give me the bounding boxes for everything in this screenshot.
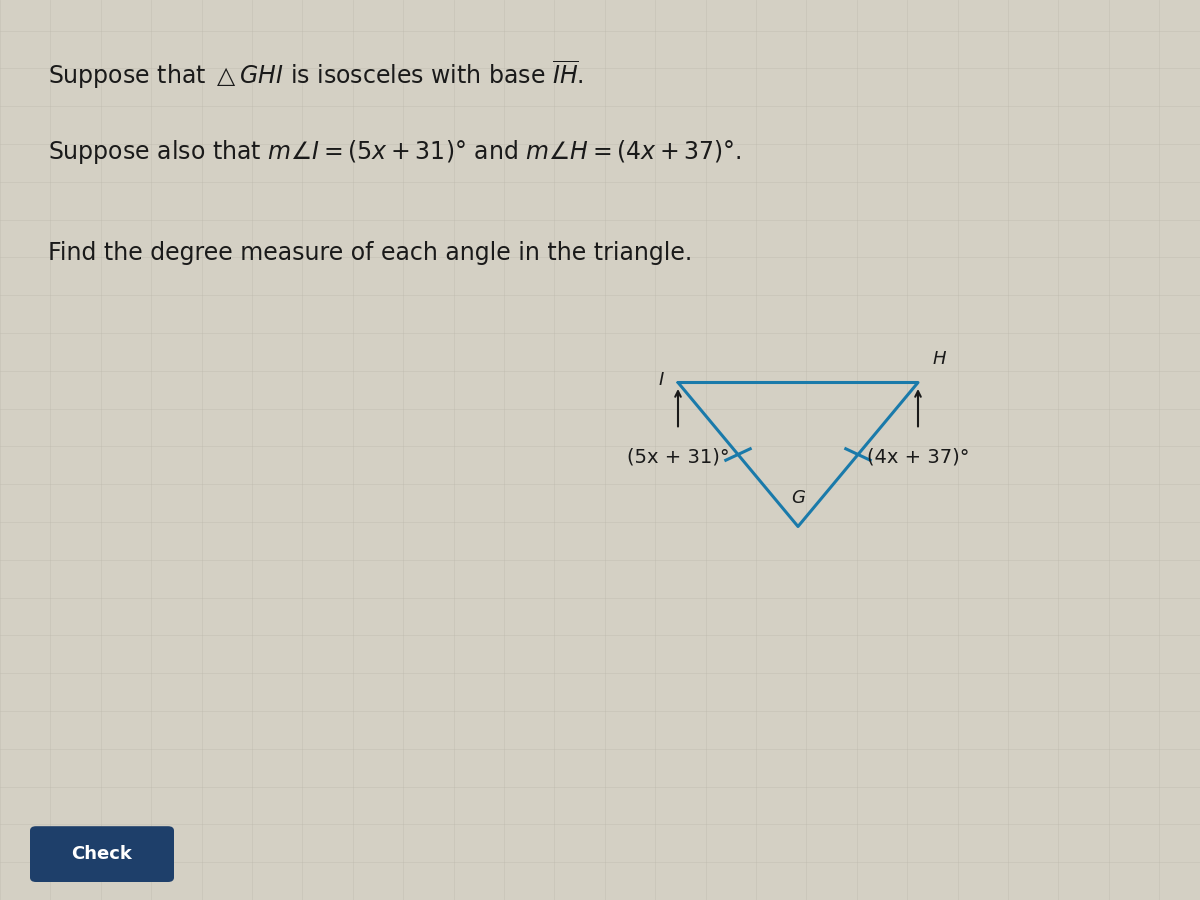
Text: Suppose also that $m\angle I=(5x+31)°$ and $m\angle H=(4x+37)°$.: Suppose also that $m\angle I=(5x+31)°$ a… xyxy=(48,138,742,166)
Text: (5x + 31)°: (5x + 31)° xyxy=(626,447,730,466)
Text: Suppose that $\triangle \mathit{GHI}$ is isosceles with base $\overline{IH}$.: Suppose that $\triangle \mathit{GHI}$ is… xyxy=(48,58,583,91)
Text: (4x + 37)°: (4x + 37)° xyxy=(866,447,970,466)
FancyBboxPatch shape xyxy=(30,826,174,882)
Text: H: H xyxy=(932,350,946,368)
Text: Find the degree measure of each angle in the triangle.: Find the degree measure of each angle in… xyxy=(48,241,692,266)
Text: Check: Check xyxy=(72,845,132,863)
Text: G: G xyxy=(791,489,805,507)
Text: I: I xyxy=(659,371,664,389)
